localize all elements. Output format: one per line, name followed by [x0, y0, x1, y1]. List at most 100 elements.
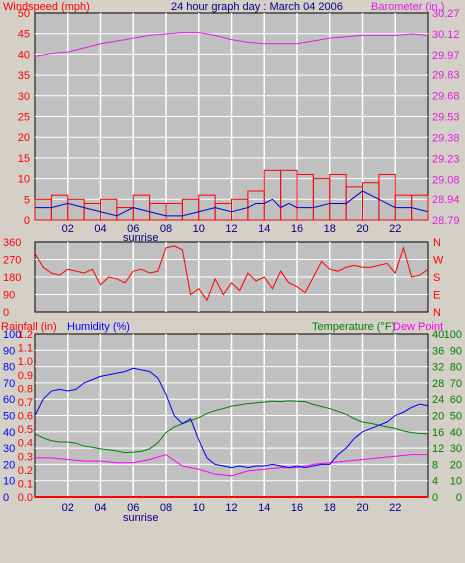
x-tick-label-top: 22: [389, 223, 401, 235]
x-tick-label-top: 20: [356, 223, 368, 235]
sunrise-label-top: sunrise: [123, 232, 158, 244]
dewpoint-tick-label: 100: [444, 329, 462, 341]
barometer-tick-label: 29.83: [432, 70, 460, 82]
rainfall-tick-label: 0.8: [18, 383, 33, 395]
x-tick-label-top: 18: [324, 223, 336, 235]
temperature-tick-label: 0: [432, 492, 438, 504]
dewpoint-axis-label: Dew Point: [393, 321, 443, 333]
x-tick-label-bottom: 06: [127, 502, 139, 514]
windspeed-tick-label: 40: [18, 49, 30, 61]
wind-direction-compass-tick: N: [433, 307, 441, 319]
sunrise-label-bottom: sunrise: [123, 512, 158, 524]
humidity-tick-label: 60: [3, 394, 15, 406]
barometer-tick-label: 30.12: [432, 29, 460, 41]
temp-humidity-grid: [35, 334, 428, 497]
windspeed-tick-label: 10: [18, 174, 30, 186]
temperature-tick-label: 8: [432, 459, 438, 471]
windspeed-tick-label: 15: [18, 153, 30, 165]
x-tick-label-top: 10: [193, 223, 205, 235]
windspeed-tick-label: 50: [18, 8, 30, 20]
x-tick-label-bottom: 14: [258, 502, 270, 514]
rainfall-tick-label: 0.4: [18, 438, 33, 450]
x-tick-label-bottom: 02: [62, 502, 74, 514]
rainfall-tick-label: 0.9: [18, 370, 33, 382]
barometer-axis-label: Barometer (in.): [371, 1, 444, 13]
temperature-tick-label: 40: [432, 329, 444, 341]
wind-direction-degree-tick: 360: [3, 237, 21, 249]
temperature-tick-label: 32: [432, 362, 444, 374]
wind-direction-degree-tick: 90: [3, 290, 15, 302]
wind-average-line: [35, 190, 429, 217]
dewpoint-tick-label: 50: [450, 411, 462, 423]
x-tick-label-top: 06: [127, 223, 139, 235]
windspeed-tick-label: 5: [24, 194, 30, 206]
dewpoint-tick-label: 60: [450, 394, 462, 406]
temperature-tick-label: 24: [432, 394, 444, 406]
temperature-tick-label: 12: [432, 443, 444, 455]
humidity-tick-label: 50: [3, 411, 15, 423]
wind-direction-degree-tick: 270: [3, 255, 21, 267]
temperature-axis-label: Temperature (°F): [312, 321, 395, 333]
rainfall-tick-label: 0.6: [18, 411, 33, 423]
wind-direction-line: [34, 245, 429, 302]
x-tick-label-bottom: 04: [94, 502, 106, 514]
barometer-line: [34, 32, 429, 57]
x-tick-label-top: 16: [291, 223, 303, 235]
x-tick-label-bottom: 10: [193, 502, 205, 514]
rainfall-tick-label: 1.0: [18, 356, 33, 368]
barometer-tick-label: 29.38: [432, 132, 460, 144]
x-tick-label-bottom: 20: [356, 502, 368, 514]
temperature-tick-label: 4: [432, 476, 438, 488]
rainfall-tick-label: 0.1: [18, 478, 33, 490]
temperature-tick-label: 28: [432, 378, 444, 390]
windspeed-tick-label: 20: [18, 132, 30, 144]
wind-direction-grid: [35, 242, 428, 312]
x-tick-label-bottom: 18: [324, 502, 336, 514]
humidity-axis-label: Humidity (%): [67, 321, 130, 333]
rainfall-tick-label: 0.0: [18, 492, 33, 504]
windspeed-axis-label: Windspeed (mph): [3, 1, 90, 13]
dewpoint-tick-label: 70: [450, 378, 462, 390]
barometer-tick-label: 30.27: [432, 8, 460, 20]
humidity-tick-label: 10: [3, 476, 15, 488]
x-tick-label-top: 04: [94, 223, 106, 235]
windspeed-tick-label: 0: [24, 215, 30, 227]
humidity-tick-label: 40: [3, 427, 15, 439]
rainfall-axis-label: Rainfall (in): [1, 321, 57, 333]
dewpoint-line: [35, 454, 428, 477]
dewpoint-tick-label: 0: [456, 492, 462, 504]
wind-direction-degree-tick: 0: [3, 307, 9, 319]
humidity-tick-label: 100: [3, 329, 21, 341]
rainfall-tick-label: 0.7: [18, 397, 33, 409]
rainfall-tick-label: 0.3: [18, 451, 33, 463]
rainfall-tick-label: 0.2: [18, 465, 33, 477]
temperature-tick-label: 20: [432, 411, 444, 423]
temperature-tick-label: 36: [432, 345, 444, 357]
axis-tick-labels: 0510152025303540455028.7928.9429.0829.23…: [3, 8, 462, 514]
barometer-tick-label: 28.94: [432, 194, 460, 206]
barometer-tick-label: 29.53: [432, 112, 460, 124]
rainfall-tick-label: 1.2: [18, 329, 33, 341]
x-tick-label-bottom: 22: [389, 502, 401, 514]
rainfall-tick-label: 1.1: [18, 343, 33, 355]
rainfall-tick-label: 0.5: [18, 424, 33, 436]
x-tick-label-bottom: 12: [225, 502, 237, 514]
windspeed-tick-label: 30: [18, 91, 30, 103]
barometer-tick-label: 29.68: [432, 91, 460, 103]
dewpoint-tick-label: 10: [450, 476, 462, 488]
x-tick-label-top: 02: [62, 223, 74, 235]
wind-direction-degree-tick: 180: [3, 272, 21, 284]
wind-direction-compass-tick: E: [433, 290, 440, 302]
humidity-tick-label: 70: [3, 378, 15, 390]
temperature-tick-label: 16: [432, 427, 444, 439]
x-tick-label-top: 14: [258, 223, 270, 235]
windspeed-tick-label: 45: [18, 29, 30, 41]
dewpoint-tick-label: 90: [450, 345, 462, 357]
windspeed-tick-label: 35: [18, 70, 30, 82]
x-tick-label-top: 08: [160, 223, 172, 235]
barometer-tick-label: 29.08: [432, 174, 460, 186]
barometer-tick-label: 29.97: [432, 50, 460, 62]
dewpoint-tick-label: 40: [450, 427, 462, 439]
